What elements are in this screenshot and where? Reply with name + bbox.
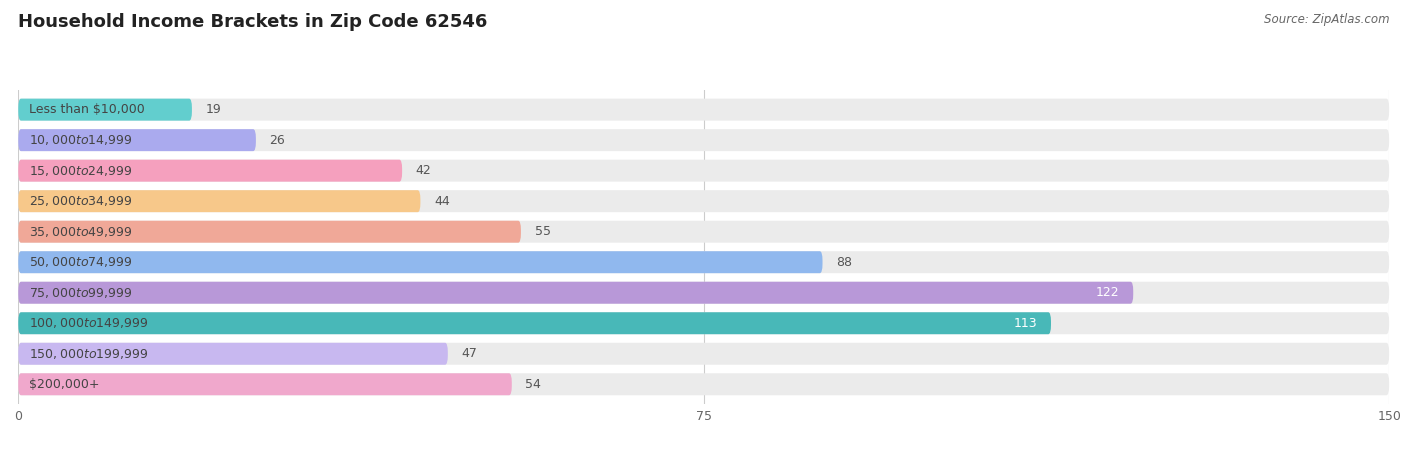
FancyBboxPatch shape <box>18 221 1389 242</box>
Text: Household Income Brackets in Zip Code 62546: Household Income Brackets in Zip Code 62… <box>18 13 488 31</box>
Text: 19: 19 <box>205 103 221 116</box>
FancyBboxPatch shape <box>18 343 1389 365</box>
FancyBboxPatch shape <box>18 160 1389 182</box>
FancyBboxPatch shape <box>18 282 1133 304</box>
Text: 42: 42 <box>416 164 432 177</box>
FancyBboxPatch shape <box>18 129 1389 151</box>
Text: $35,000 to $49,999: $35,000 to $49,999 <box>30 224 132 239</box>
Text: 55: 55 <box>534 225 551 238</box>
FancyBboxPatch shape <box>18 251 1389 273</box>
FancyBboxPatch shape <box>18 282 1389 304</box>
Text: $15,000 to $24,999: $15,000 to $24,999 <box>30 164 132 178</box>
Text: $150,000 to $199,999: $150,000 to $199,999 <box>30 347 149 361</box>
Text: $200,000+: $200,000+ <box>30 378 100 391</box>
FancyBboxPatch shape <box>18 312 1050 334</box>
FancyBboxPatch shape <box>18 99 191 121</box>
Text: $10,000 to $14,999: $10,000 to $14,999 <box>30 133 132 147</box>
FancyBboxPatch shape <box>18 190 1389 212</box>
FancyBboxPatch shape <box>18 129 256 151</box>
FancyBboxPatch shape <box>18 373 1389 395</box>
Text: $50,000 to $74,999: $50,000 to $74,999 <box>30 255 132 269</box>
Text: 26: 26 <box>270 134 285 147</box>
FancyBboxPatch shape <box>18 190 420 212</box>
Text: 47: 47 <box>461 347 478 360</box>
Text: 44: 44 <box>434 195 450 208</box>
FancyBboxPatch shape <box>18 343 447 365</box>
Text: Source: ZipAtlas.com: Source: ZipAtlas.com <box>1264 13 1389 26</box>
FancyBboxPatch shape <box>18 373 512 395</box>
Text: 113: 113 <box>1014 317 1038 330</box>
Text: 122: 122 <box>1095 286 1119 299</box>
FancyBboxPatch shape <box>18 312 1389 334</box>
Text: $25,000 to $34,999: $25,000 to $34,999 <box>30 194 132 208</box>
FancyBboxPatch shape <box>18 160 402 182</box>
FancyBboxPatch shape <box>18 99 1389 121</box>
Text: 54: 54 <box>526 378 541 391</box>
Text: $75,000 to $99,999: $75,000 to $99,999 <box>30 286 132 300</box>
Text: 88: 88 <box>837 256 852 269</box>
Text: $100,000 to $149,999: $100,000 to $149,999 <box>30 316 149 330</box>
FancyBboxPatch shape <box>18 221 520 242</box>
FancyBboxPatch shape <box>18 251 823 273</box>
Text: Less than $10,000: Less than $10,000 <box>30 103 145 116</box>
